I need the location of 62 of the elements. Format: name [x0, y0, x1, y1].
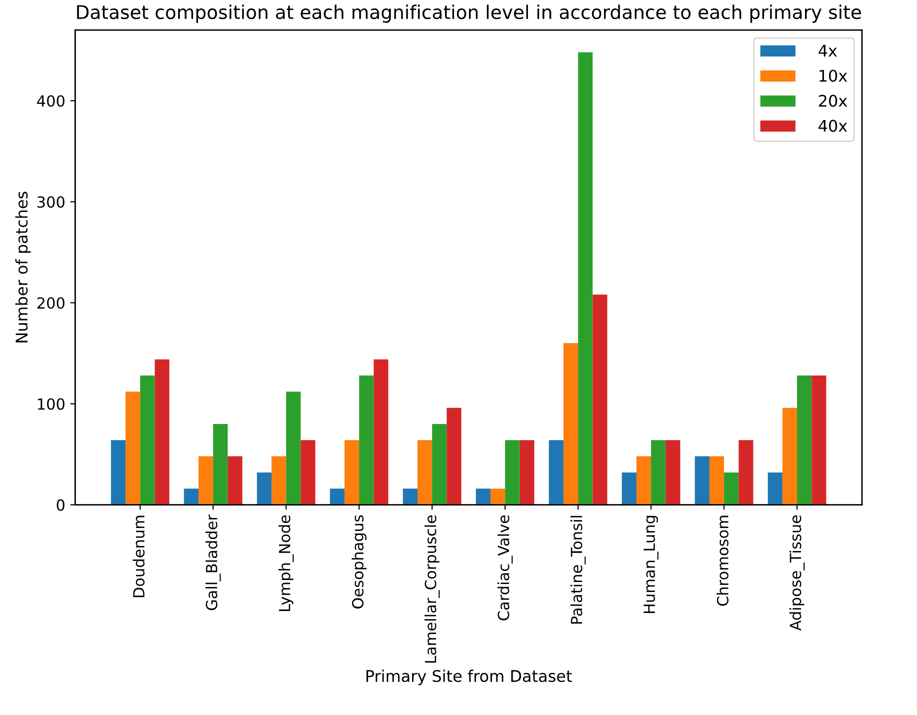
bar — [490, 488, 506, 505]
bar — [636, 456, 652, 505]
legend-label: 20x — [818, 94, 848, 107]
x-tick-label: Adipose_Tissue — [789, 515, 805, 631]
legend-label: 10x — [820, 70, 848, 82]
bar — [256, 472, 272, 505]
bar — [724, 472, 739, 505]
x-tick-label: Lymph_Node — [278, 515, 294, 611]
bar — [592, 294, 608, 505]
bar — [694, 456, 710, 505]
x-tick-label: Doudenum — [132, 516, 145, 598]
bar — [198, 456, 214, 505]
bar — [709, 456, 724, 505]
bar — [154, 359, 170, 505]
bar — [126, 392, 140, 505]
bar — [520, 440, 534, 505]
bar — [622, 472, 636, 505]
bar — [344, 440, 360, 505]
chart-title: Dataset composition at each magnification level in accordance to each primary site — [77, 4, 861, 23]
x-tick-label: Lamellar_Corpuscle — [424, 515, 440, 663]
bar — [272, 456, 286, 505]
bar — [797, 375, 812, 505]
bar — [374, 359, 388, 505]
x-tick-label: Palatine_Tonsil — [570, 516, 586, 624]
x-tick-label: Oesophagus — [352, 515, 366, 608]
x-axis-title: Primary Site from Dataset — [366, 670, 572, 686]
bar — [286, 392, 301, 505]
bar — [738, 440, 754, 505]
bar — [548, 440, 564, 505]
bar — [110, 440, 126, 505]
bar — [140, 375, 155, 505]
bar — [505, 440, 520, 505]
bar — [402, 488, 418, 505]
bar — [812, 375, 826, 505]
bar — [446, 408, 462, 505]
bar — [213, 424, 228, 505]
bar — [578, 52, 593, 505]
bar — [228, 456, 242, 505]
bar — [782, 408, 798, 505]
bar — [476, 488, 490, 505]
bar — [330, 488, 345, 505]
bar — [359, 375, 374, 505]
bar — [184, 488, 199, 505]
bar — [417, 440, 432, 505]
bar — [432, 424, 447, 505]
bar — [563, 343, 578, 505]
legend-label: 40x — [818, 120, 848, 132]
y-tick-label: 300 — [37, 196, 64, 208]
x-tick-label: Cardiac_Valve — [497, 515, 513, 620]
y-tick-label: 200 — [37, 297, 64, 309]
x-tick-label: Chromosom — [716, 516, 728, 606]
y-axis-title: Number of patches — [15, 192, 31, 342]
y-tick-label: 100 — [38, 398, 64, 410]
bar — [666, 440, 680, 505]
y-tick-label: 400 — [37, 95, 64, 107]
bar — [768, 472, 782, 505]
bar — [651, 440, 666, 505]
legend-label: 4x — [818, 44, 837, 57]
y-tick-label: 0 — [56, 499, 64, 511]
x-tick-label: Human_Lung — [644, 516, 658, 614]
bar — [300, 440, 316, 505]
x-tick-label: Gall_Bladder — [206, 514, 221, 610]
